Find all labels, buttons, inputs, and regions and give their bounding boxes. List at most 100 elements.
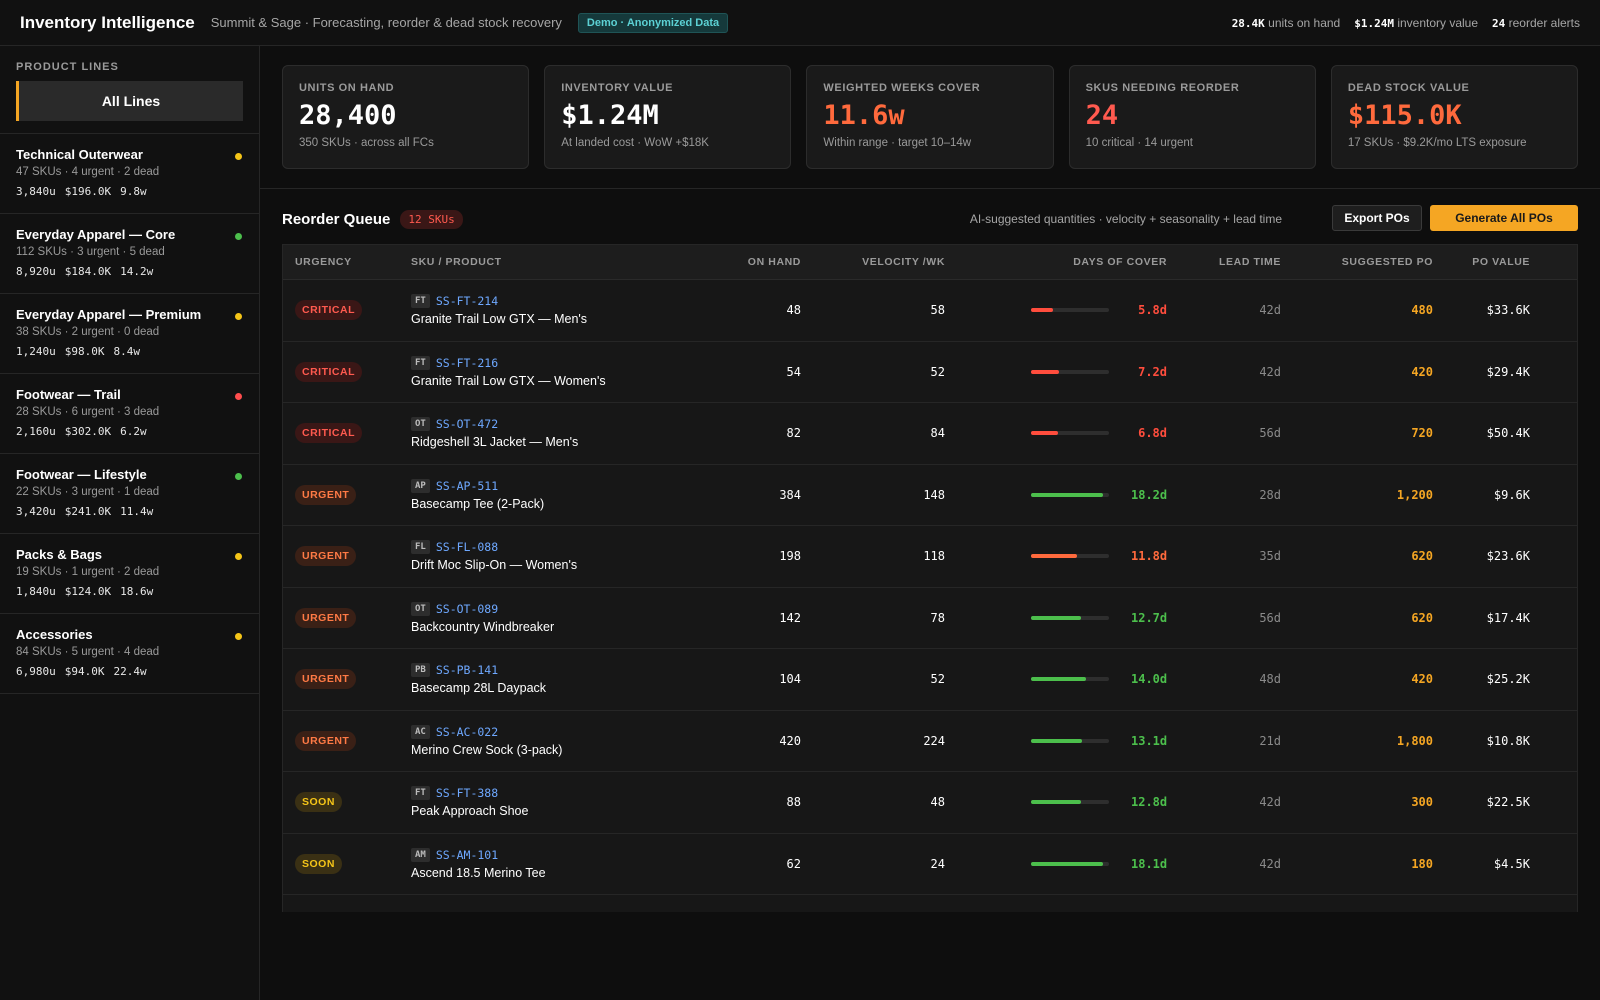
on-hand-cell: 142 (779, 610, 801, 625)
table-row[interactable]: SOON AM SS-AM-101 Ascend 18.5 Merino Tee 62 2… (283, 834, 1577, 895)
category-tag: PB (411, 663, 430, 678)
sku-cell: FT SS-FT-216 Granite Trail Low GTX — Women… (411, 355, 661, 388)
table-row[interactable]: URGENT AC SS-AC-022 Merino Crew Sock (3-pac… (283, 711, 1577, 772)
kpi-label: UNITS ON HAND (299, 82, 395, 94)
table-row[interactable]: URGENT AP SS-AP-511 Basecamp Tee (2-Pack) 38… (283, 465, 1577, 526)
cover-bar (1031, 861, 1109, 866)
sku-cell: AM SS-AM-101 Ascend 18.5 Merino Tee (411, 847, 661, 880)
table-row[interactable]: URGENT OT SS-OT-089 Backcountry Windbreaker… (283, 588, 1577, 649)
product-line-units: 3,840u (16, 185, 56, 198)
po-value-cell: $4.5K (1493, 856, 1530, 871)
cover-bar-fill (1031, 677, 1086, 682)
suggested-po-cell: 300 (1411, 795, 1433, 810)
product-line-item[interactable]: Technical Outerwear 47 SKUs · 4 urgent · … (0, 134, 259, 214)
sku-line: FT SS-FT-216 (411, 355, 661, 370)
table-row[interactable]: SOON FT SS-FT-388 Peak Approach Shoe 88 48 12.… (283, 772, 1577, 834)
lead-time-cell: 42d (1259, 856, 1281, 871)
po-value-cell: $33.6K (1486, 303, 1530, 318)
status-dot-icon (235, 553, 242, 560)
sku-link[interactable]: SS-PB-141 (435, 663, 499, 678)
lead-time-cell: 42d (1259, 364, 1281, 379)
cover-bar (1031, 431, 1109, 436)
sku-link[interactable]: SS-AM-101 (435, 847, 499, 862)
suggested-po-cell: 480 (1411, 303, 1433, 318)
cover-value: 7.2d (1138, 364, 1167, 379)
table-row[interactable]: SOONAPSS-AP-742 (283, 895, 1577, 912)
table-row[interactable]: CRITICAL FT SS-FT-214 Granite Trail Low GTX… (283, 280, 1577, 342)
product-line-item[interactable]: Everyday Apparel — Core 112 SKUs · 3 urge… (0, 214, 259, 294)
col-sku[interactable]: SKU / PRODUCT (411, 256, 502, 268)
sku-link[interactable]: SS-FT-388 (435, 786, 499, 801)
col-po-value[interactable]: PO VALUE (1472, 256, 1530, 268)
product-line-cover: 6.2w (120, 425, 147, 438)
sku-link[interactable]: SS-OT-472 (435, 417, 499, 432)
lead-time-cell: 42d (1259, 795, 1281, 810)
sku-cell: AC SS-AC-022 Merino Crew Sock (3-pack) (411, 724, 661, 757)
on-hand-cell: 88 (786, 795, 801, 810)
po-value-cell: $10.8K (1486, 733, 1530, 748)
product-line-item[interactable]: Footwear — Trail 28 SKUs · 6 urgent · 3 d… (0, 374, 259, 454)
sidebar-heading: PRODUCT LINES (16, 61, 119, 73)
product-name: Basecamp Tee (2-Pack) (411, 496, 545, 511)
suggested-po-cell: 180 (1411, 856, 1433, 871)
col-urgency[interactable]: URGENCY (295, 256, 352, 268)
urgency-badge: URGENT (295, 669, 357, 690)
urgency-cell: URGENT (283, 546, 411, 567)
table-row[interactable]: URGENT FL SS-FL-088 Drift Moc Slip-On — Wom… (283, 526, 1577, 588)
cover-value: 13.1d (1131, 733, 1168, 748)
sku-line: FT SS-FT-388 (411, 786, 661, 801)
product-line-list: Technical Outerwear 47 SKUs · 4 urgent · … (0, 134, 259, 694)
sku-link[interactable]: SS-AC-022 (435, 724, 499, 739)
days-cover-cell: 18.1d (945, 857, 1167, 871)
product-line-value: $98.0K (64, 345, 105, 358)
cover-bar-fill (1031, 800, 1081, 805)
sku-link[interactable]: SS-AP-511 (435, 478, 499, 493)
product-line-units: 6,980u (16, 665, 56, 678)
status-dot-icon (235, 633, 242, 640)
product-line-item[interactable]: Accessories 84 SKUs · 5 urgent · 4 dead 6,… (0, 614, 259, 694)
sku-link[interactable]: SS-OT-089 (435, 601, 499, 616)
product-line-item[interactable]: Packs & Bags 19 SKUs · 1 urgent · 2 dead 1… (0, 534, 259, 614)
kpi-card: UNITS ON HAND 28,400 350 SKUs · across all… (282, 65, 530, 169)
velocity-cell: 84 (930, 426, 945, 441)
col-lead-time[interactable]: LEAD TIME (1219, 256, 1281, 268)
product-line-stats: 6,980u $94.0K 22.4w (16, 665, 243, 678)
table-row[interactable]: URGENT PB SS-PB-141 Basecamp 28L Daypack 104… (283, 649, 1577, 711)
export-pos-button[interactable]: Export POs (1332, 205, 1422, 231)
product-line-units: 3,420u (16, 505, 56, 518)
product-line-item[interactable]: Everyday Apparel — Premium 38 SKUs · 2 ur… (0, 294, 259, 374)
kpi-subtext: 17 SKUs · $9.2K/mo LTS exposure (1347, 137, 1527, 149)
kpi-card: INVENTORY VALUE $1.24M At landed cost · Wo… (544, 65, 792, 169)
generate-all-pos-button[interactable]: Generate All POs (1430, 205, 1578, 231)
cover-value: 11.8d (1131, 549, 1168, 564)
product-line-name: Technical Outerwear (16, 147, 143, 162)
table-row[interactable]: CRITICAL FT SS-FT-216 Granite Trail Low GTX… (283, 342, 1577, 403)
product-line-stats: 1,840u $124.0K 18.6w (16, 585, 243, 598)
po-value-cell: $23.6K (1486, 549, 1530, 564)
status-dot-icon (235, 233, 242, 240)
on-hand-cell: 62 (786, 856, 801, 871)
demo-badge: Demo · Anonymized Data (577, 12, 729, 33)
sidebar: PRODUCT LINES All Lines Technical Outerw… (0, 46, 260, 1000)
table-row[interactable]: CRITICAL OT SS-OT-472 Ridgeshell 3L Jacket … (283, 403, 1577, 465)
product-line-meta: 19 SKUs · 1 urgent · 2 dead (16, 566, 160, 578)
col-suggested-po[interactable]: SUGGESTED PO (1341, 256, 1433, 268)
kpi-label: SKUS NEEDING REORDER (1085, 82, 1240, 94)
col-on-hand[interactable]: ON HAND (747, 256, 801, 268)
product-line-item[interactable]: Footwear — Lifestyle 22 SKUs · 3 urgent ·… (0, 454, 259, 534)
col-velocity[interactable]: VELOCITY /WK (862, 256, 945, 268)
cover-bar (1031, 369, 1109, 374)
urgency-badge: SOON (295, 792, 342, 813)
all-lines-button[interactable]: All Lines (16, 81, 243, 121)
kpi-label: WEIGHTED WEEKS COVER (823, 82, 981, 94)
sku-link[interactable]: SS-FT-216 (435, 355, 499, 370)
sku-link[interactable]: SS-FT-214 (435, 294, 499, 309)
kpi-value: 28,400 (299, 100, 397, 131)
velocity-cell: 52 (930, 672, 945, 687)
product-line-cover: 8.4w (113, 345, 141, 358)
sku-cell: AP SS-AP-511 Basecamp Tee (2-Pack) (411, 478, 661, 511)
sku-line: FT SS-FT-214 (411, 294, 661, 309)
sku-link[interactable]: SS-FL-088 (435, 540, 499, 555)
header-stat-units: 28.4K units on hand (1231, 15, 1341, 30)
col-days-cover[interactable]: DAYS OF COVER (1073, 256, 1167, 268)
